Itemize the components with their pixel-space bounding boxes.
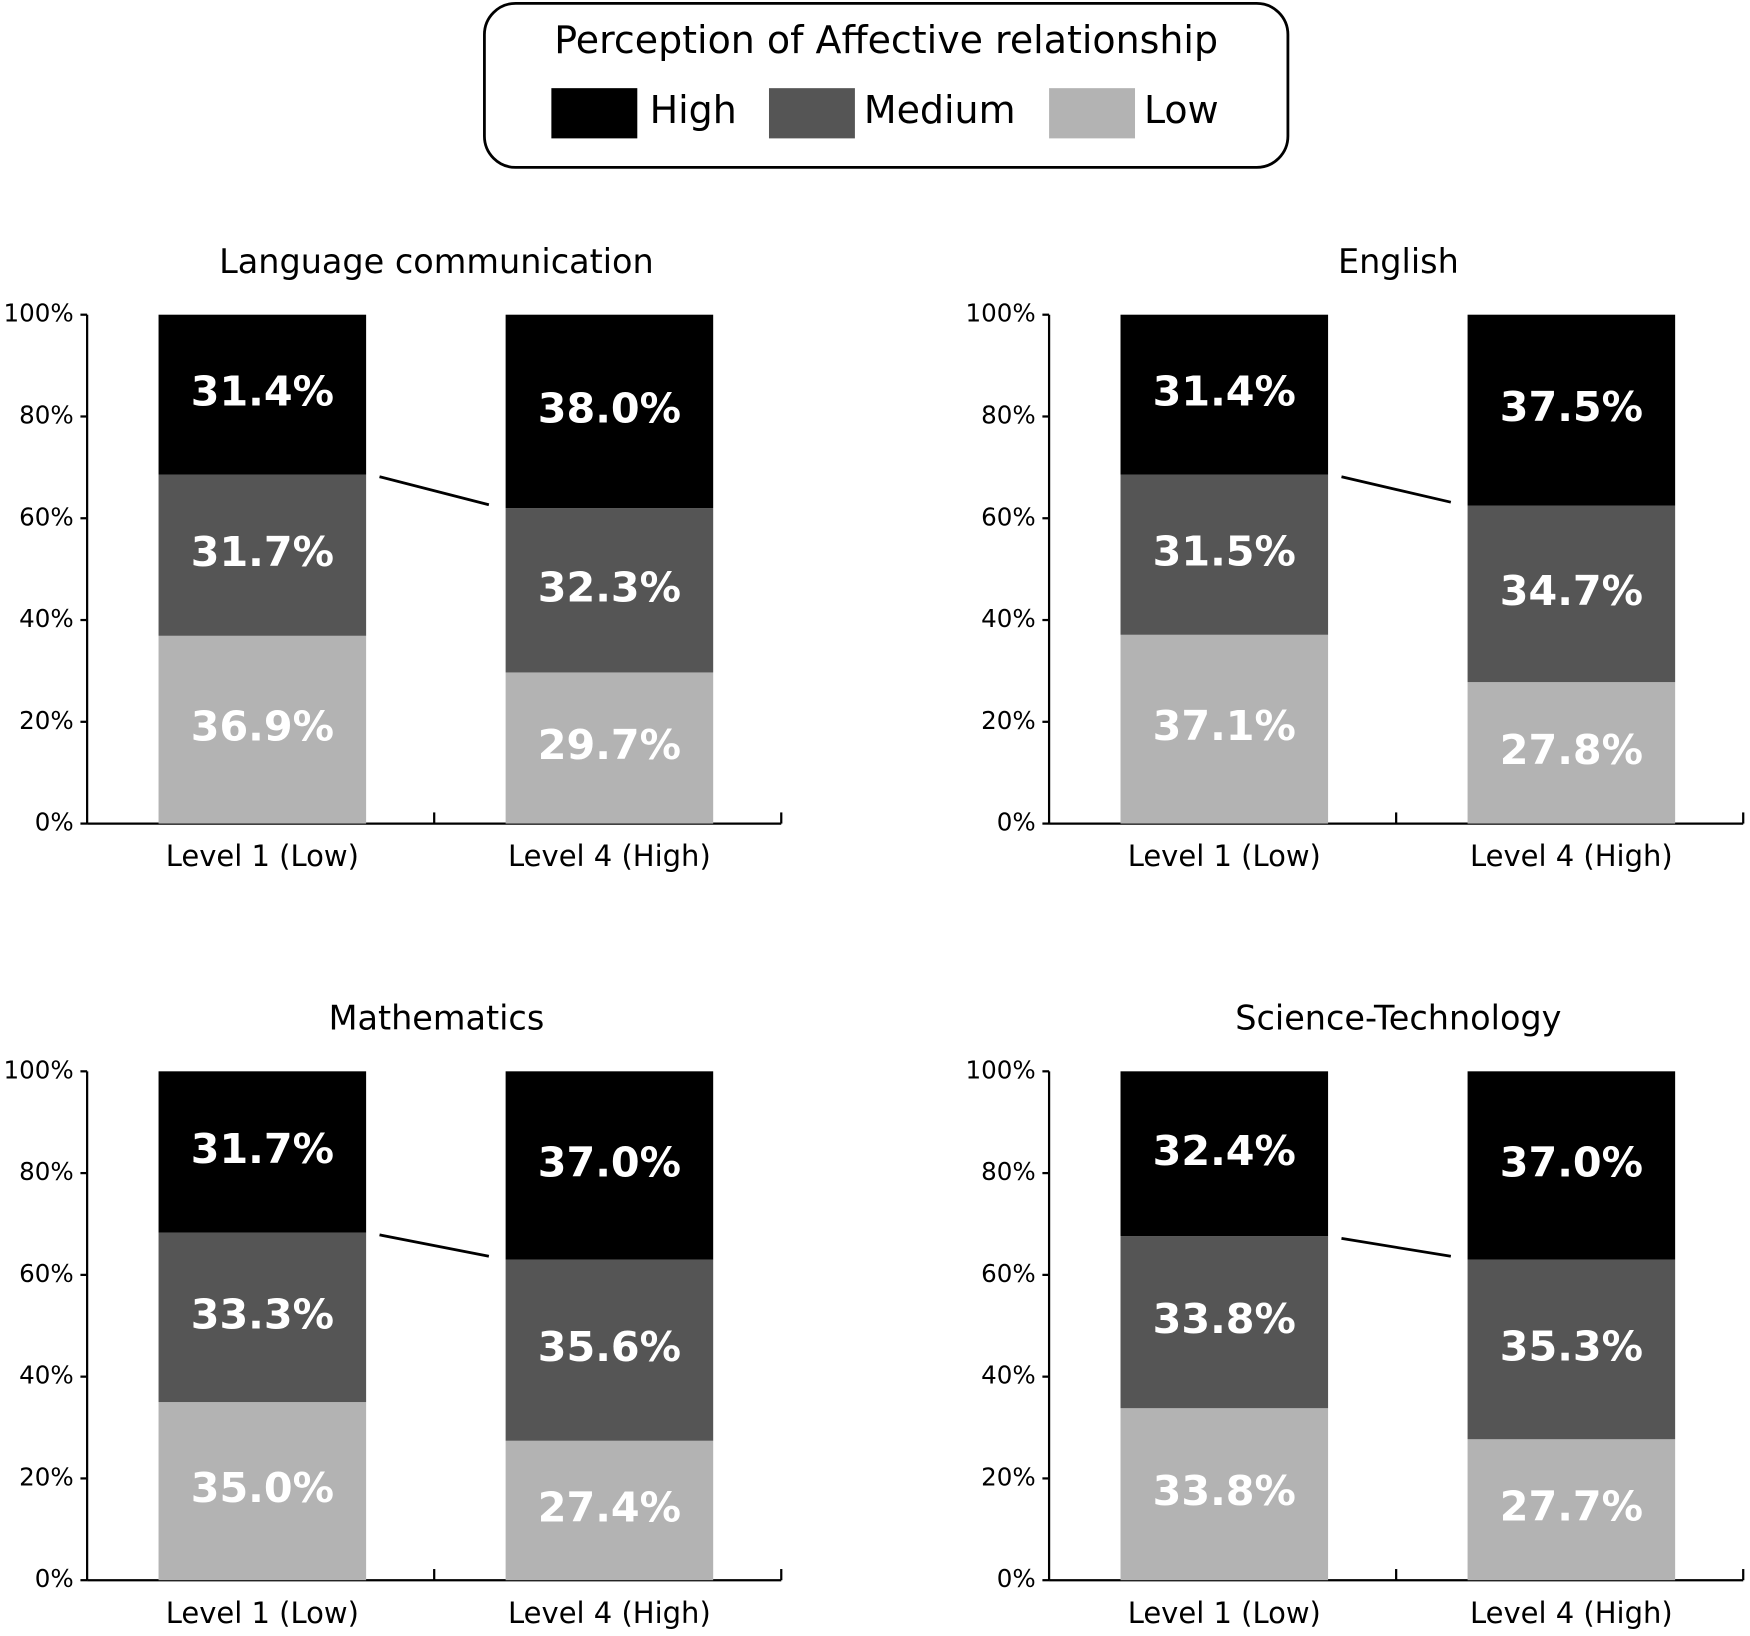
value-label: 37.1% [1153,702,1296,750]
legend-swatch [768,88,855,139]
x-tick-label: Level 1 (Low) [1128,839,1321,873]
x-tick-label: Level 4 (High) [1470,839,1673,873]
legend-title: Perception of Affective relationship [554,18,1218,62]
bar-segment [1120,1236,1329,1409]
y-tick-label: 0% [35,1564,74,1593]
value-label: 35.3% [1500,1322,1643,1370]
bar-segment [1467,314,1676,506]
x-tick-label: Level 1 (Low) [166,1596,359,1630]
legend-swatch [1049,88,1136,139]
value-label: 27.4% [538,1483,681,1531]
connector-line [1341,1237,1452,1258]
bar-segment [505,1440,714,1581]
y-tick-label: 20% [981,706,1036,735]
bar-segment [158,1232,367,1403]
y-tick-label: 0% [997,1564,1036,1593]
x-tick-label: Level 4 (High) [508,839,711,873]
y-tick-label: 40% [19,1361,74,1390]
y-tick-label: 100% [4,1055,74,1084]
bar-segment [1467,1071,1676,1260]
bar-segment [158,474,367,636]
value-label: 35.6% [538,1323,681,1371]
y-tick-label: 60% [981,1259,1036,1288]
bar-segment [158,1071,367,1233]
bar-segment [505,1259,714,1441]
bar-segment [1467,682,1676,824]
y-tick-label: 60% [981,502,1036,531]
y-tick-label: 20% [981,1462,1036,1491]
x-tick-label: Level 1 (Low) [1128,1596,1321,1630]
y-tick-label: 100% [4,299,74,328]
value-label: 31.4% [191,368,334,416]
bar-segment [1120,1408,1329,1581]
value-label: 27.8% [1500,726,1643,774]
value-label: 32.3% [538,563,681,611]
chart-title: Language communication [219,242,654,281]
y-tick-label: 0% [997,808,1036,837]
value-label: 31.5% [1153,528,1296,576]
value-label: 37.5% [1500,383,1643,431]
y-tick-label: 60% [19,502,74,531]
x-tick-label: Level 4 (High) [1470,1596,1673,1630]
value-label: 27.7% [1500,1483,1643,1531]
y-tick-label: 40% [981,1361,1036,1390]
value-label: 31.7% [191,528,334,576]
legend-label: Low [1144,88,1219,132]
bar-segment [505,1071,714,1260]
bar-segment [158,1402,367,1581]
bar-segment [158,314,367,475]
bar-segment [1120,314,1329,475]
value-label: 33.3% [191,1290,334,1338]
bar-segment [1467,505,1676,683]
y-tick-label: 100% [966,299,1036,328]
chart-title: Science-Technology [1235,998,1561,1037]
y-tick-label: 80% [19,1157,74,1186]
value-label: 31.4% [1153,368,1296,416]
value-label: 35.0% [191,1464,334,1512]
legend-label: High [650,88,737,132]
y-tick-label: 20% [19,1462,74,1491]
bar-segment [505,314,714,509]
connector-line [379,475,490,507]
y-tick-label: 40% [19,604,74,633]
bar-segment [1120,634,1329,824]
y-tick-label: 100% [966,1055,1036,1084]
x-tick-label: Level 4 (High) [508,1596,711,1630]
bar-segment [1467,1259,1676,1440]
value-label: 36.9% [191,703,334,751]
value-label: 37.0% [538,1138,681,1186]
y-tick-label: 0% [35,808,74,837]
bar-segment [505,672,714,824]
bar-segment [1120,474,1329,635]
value-label: 32.4% [1153,1127,1296,1175]
value-label: 33.8% [1153,1295,1296,1343]
y-tick-label: 40% [981,604,1036,633]
y-tick-label: 80% [981,1157,1036,1186]
connector-line [1341,475,1452,504]
chart-title: Mathematics [329,998,545,1037]
bar-segment [1467,1439,1676,1581]
connector-line [379,1233,490,1258]
legend-label: Medium [864,88,1016,132]
y-tick-label: 20% [19,706,74,735]
bar-segment [158,635,367,824]
value-label: 31.7% [191,1125,334,1173]
y-tick-label: 80% [19,400,74,429]
y-tick-label: 80% [981,400,1036,429]
legend-swatch [551,88,638,139]
bar-segment [505,508,714,673]
y-tick-label: 60% [19,1259,74,1288]
x-tick-label: Level 1 (Low) [166,839,359,873]
value-label: 33.8% [1153,1467,1296,1515]
value-label: 38.0% [538,384,681,432]
chart-title: English [1338,242,1459,281]
bar-segment [1120,1071,1329,1237]
value-label: 29.7% [538,721,681,769]
value-label: 37.0% [1500,1138,1643,1186]
value-label: 34.7% [1500,567,1643,615]
